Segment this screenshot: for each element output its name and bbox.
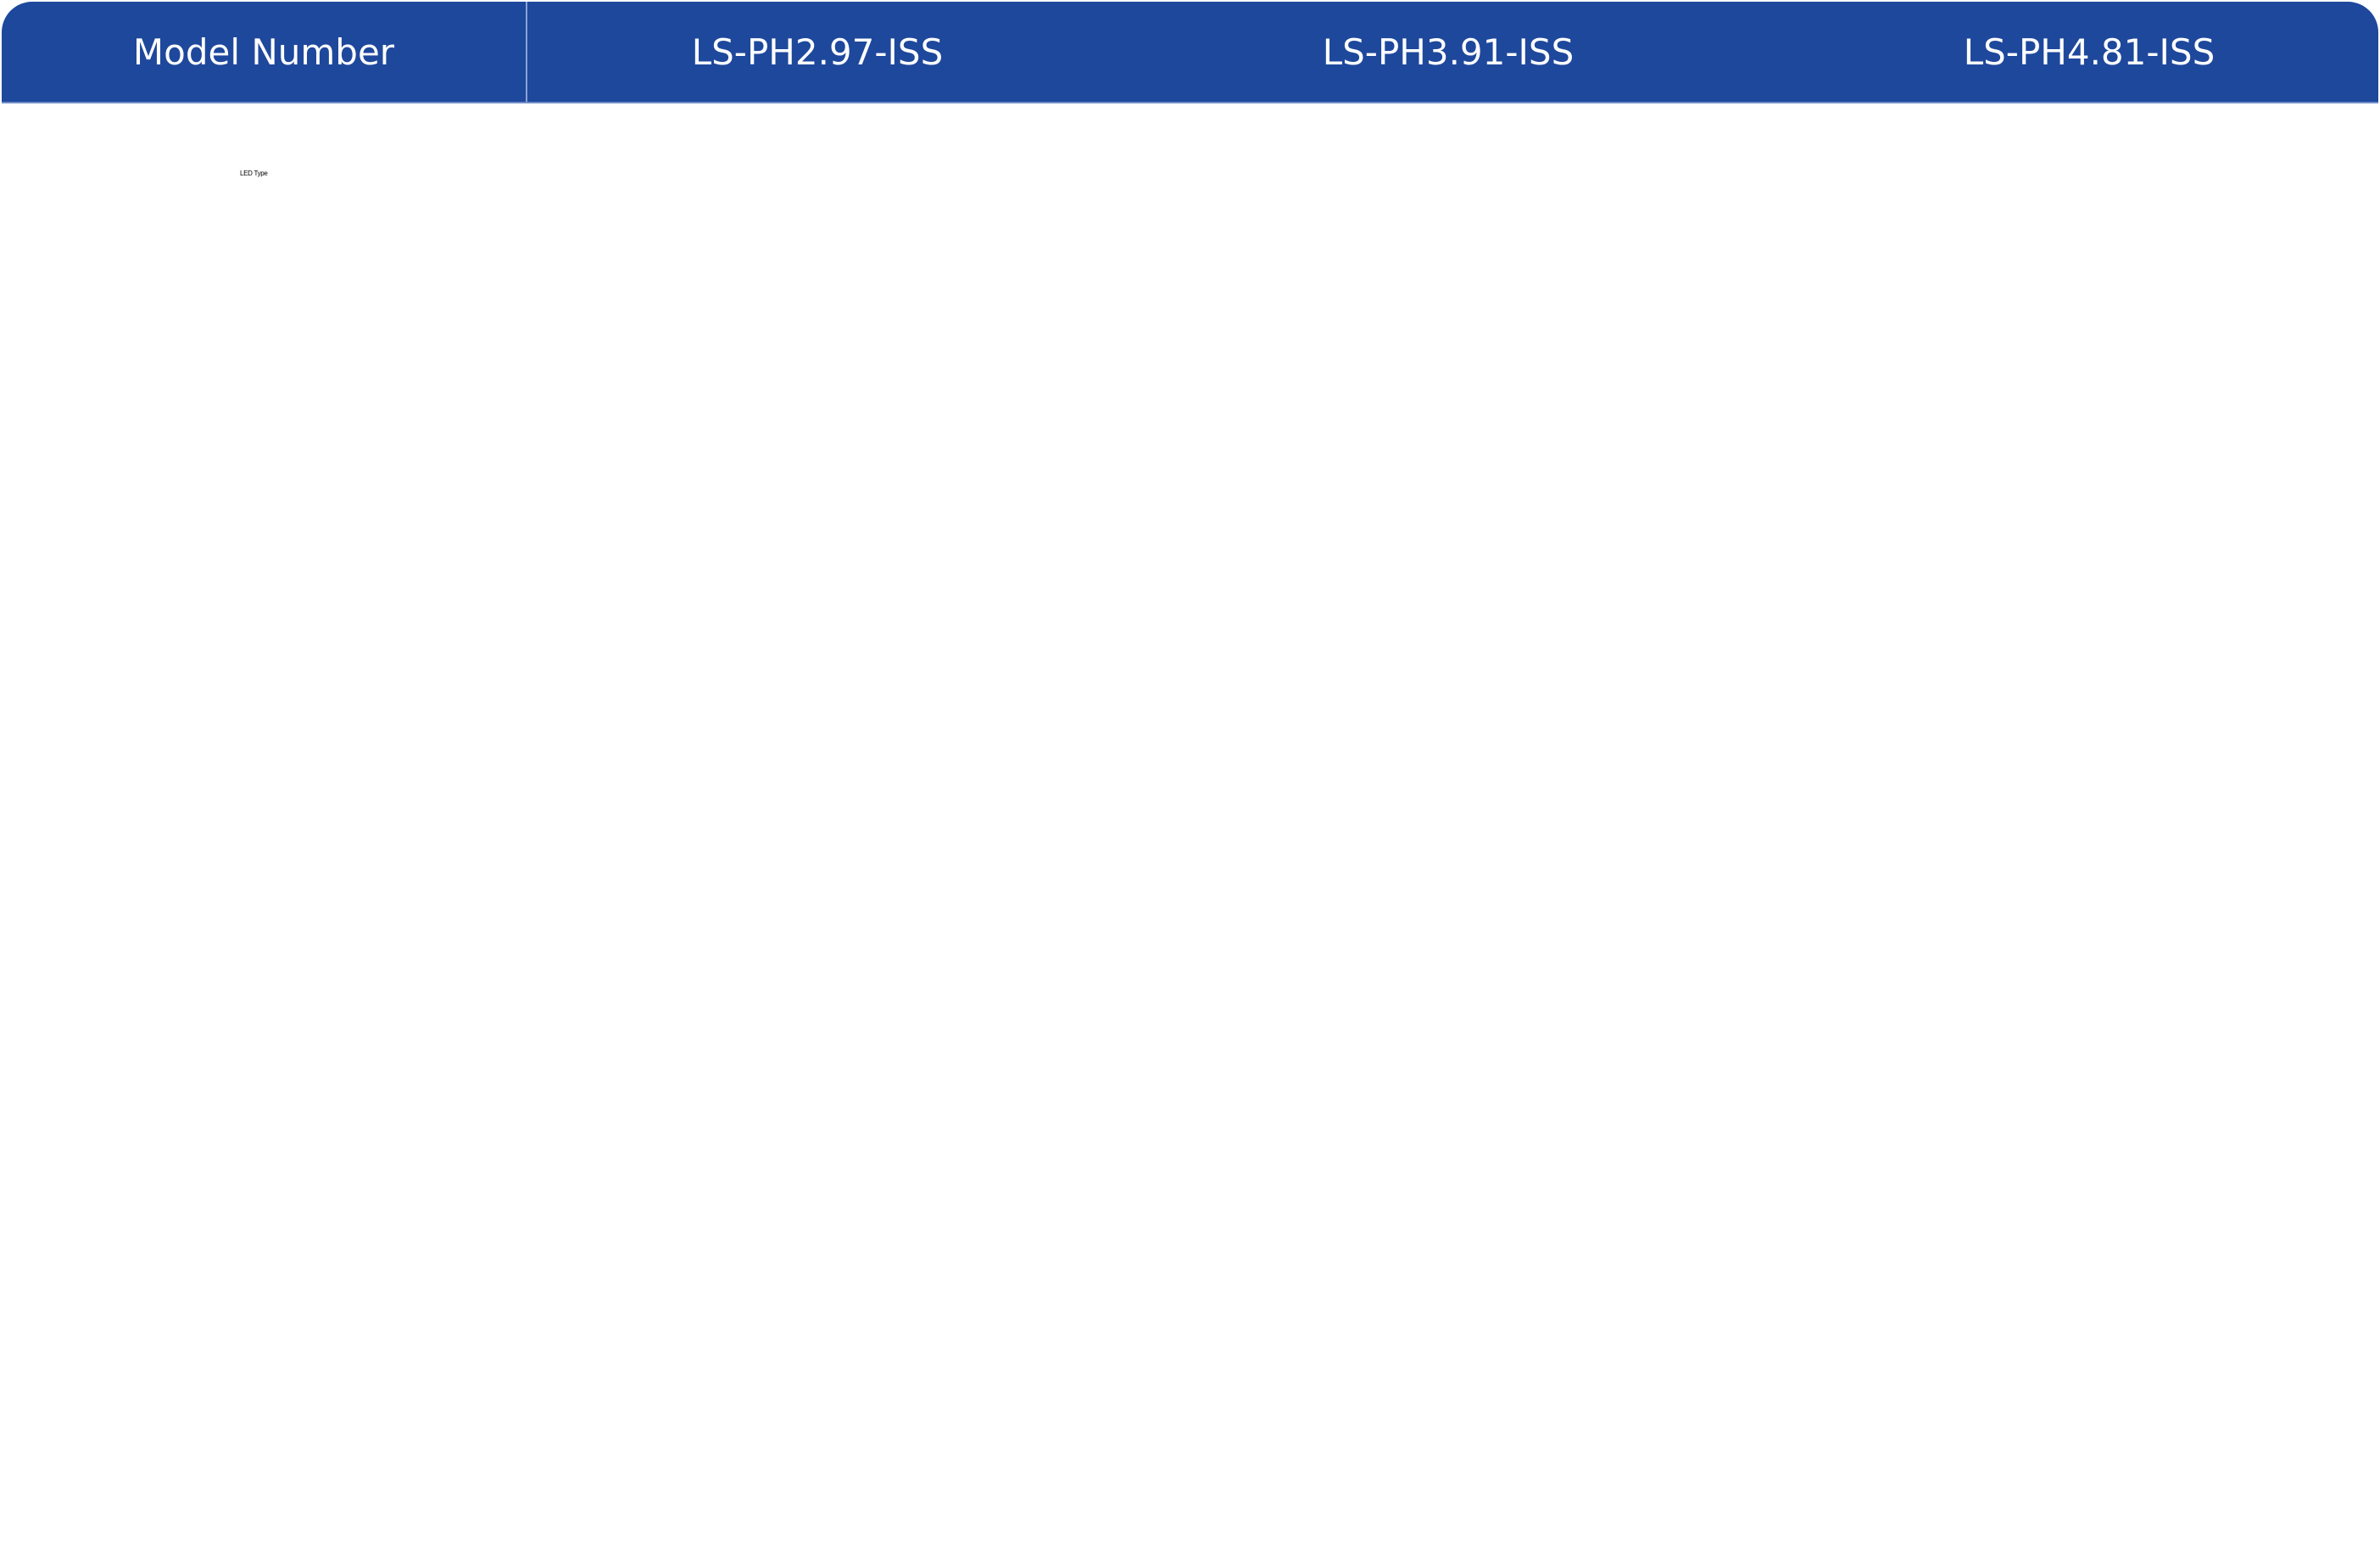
- header-model-number: Model Number: [2, 2, 527, 102]
- table-header-row: Model Number LS-PH2.97-ISS LS-PH3.91-ISS…: [2, 2, 2378, 103]
- header-model-1: LS-PH2.97-ISS: [691, 31, 944, 73]
- row-label-led-type: LED Type: [240, 170, 268, 177]
- header-model-3: LS-PH4.81-ISS: [1963, 31, 2216, 73]
- header-model-2: LS-PH3.91-ISS: [1322, 31, 1575, 73]
